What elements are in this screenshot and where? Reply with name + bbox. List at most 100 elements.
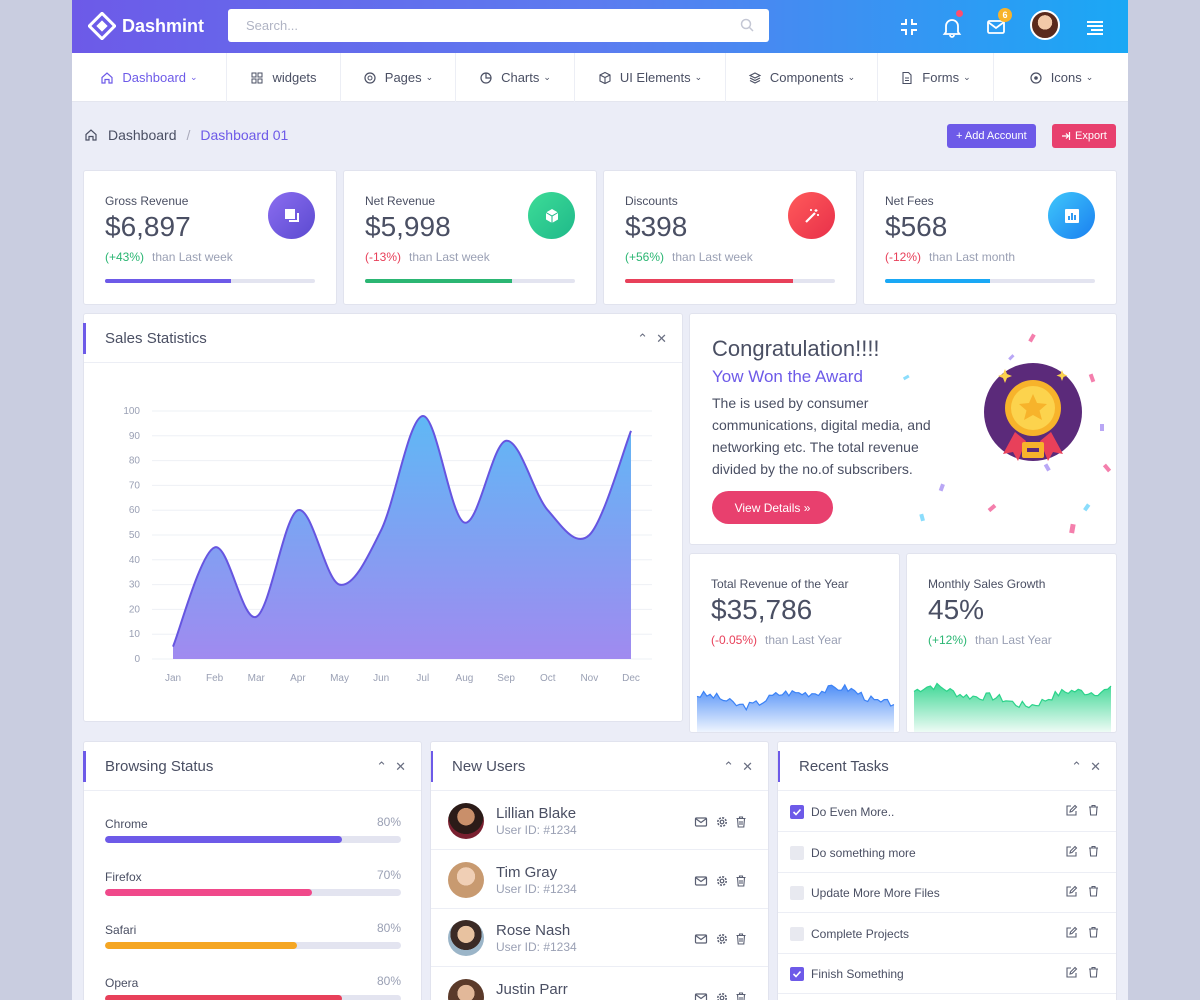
chevron-up-icon[interactable]: ⌃	[1071, 759, 1082, 774]
revenue-label: Total Revenue of the Year	[711, 577, 849, 591]
gear-icon[interactable]	[715, 932, 729, 946]
gear-icon[interactable]	[715, 874, 729, 888]
notification-dot	[956, 10, 963, 17]
user-avatar[interactable]	[448, 920, 484, 956]
edit-icon[interactable]	[1065, 885, 1078, 898]
nav-dashboard[interactable]: Dashboard ⌄	[72, 53, 227, 102]
task-row: Do Even More..	[778, 792, 1116, 832]
trash-icon[interactable]	[734, 874, 748, 888]
trash-icon[interactable]	[1087, 926, 1100, 939]
browser-percent: 80%	[376, 921, 401, 935]
stat-card-discounts: Discounts $398 (+56%) than Last week	[603, 170, 857, 305]
view-details-button[interactable]: View Details »	[712, 491, 833, 524]
task-checkbox[interactable]	[790, 805, 804, 819]
browser-row-safari: Safari 80%	[105, 921, 401, 949]
nav-label: Forms	[922, 70, 960, 85]
close-icon[interactable]: ✕	[395, 759, 406, 774]
mail-icon[interactable]	[694, 932, 708, 946]
close-icon[interactable]: ✕	[1090, 759, 1101, 774]
menu-icon[interactable]	[1084, 16, 1106, 38]
sales-point-feb[interactable]	[209, 541, 221, 553]
search-icon[interactable]	[739, 17, 755, 33]
export-button[interactable]: Export	[1052, 124, 1116, 148]
mail-icon[interactable]	[985, 16, 1007, 38]
sales-point-nov[interactable]	[583, 529, 595, 541]
nav-components[interactable]: Components ⌄	[726, 53, 878, 102]
close-icon[interactable]: ✕	[656, 331, 667, 346]
search-input[interactable]	[228, 9, 769, 42]
panel-title: Sales Statistics	[105, 330, 207, 347]
nav-label: Pages	[384, 70, 422, 85]
add-account-button[interactable]: + Add Account	[947, 124, 1036, 148]
trash-icon[interactable]	[734, 815, 748, 829]
sales-point-dec[interactable]	[625, 425, 637, 437]
sales-point-jun[interactable]	[375, 524, 387, 536]
gear-icon[interactable]	[715, 991, 729, 1000]
sales-point-jul[interactable]	[417, 410, 429, 422]
chevron-up-icon[interactable]: ⌃	[637, 331, 648, 346]
x-tick-label: Mar	[248, 673, 266, 684]
trash-icon[interactable]	[1087, 845, 1100, 858]
trash-icon[interactable]	[734, 932, 748, 946]
logo[interactable]: Dashmint	[88, 12, 204, 40]
nav-widgets[interactable]: widgets	[227, 53, 341, 102]
nav-ui-elements[interactable]: UI Elements ⌄	[575, 53, 726, 102]
browser-progress	[105, 995, 401, 1000]
nav-charts[interactable]: Charts ⌄	[456, 53, 575, 102]
close-icon[interactable]: ✕	[742, 759, 753, 774]
sales-point-apr[interactable]	[292, 504, 304, 516]
task-row: Complete Projects	[778, 914, 1116, 954]
edit-icon[interactable]	[1065, 804, 1078, 817]
mail-icon[interactable]	[694, 874, 708, 888]
stat-change-row: (+43%) than Last week	[105, 250, 233, 264]
fullscreen-exit-icon[interactable]	[898, 16, 920, 38]
trash-icon[interactable]	[1087, 885, 1100, 898]
y-tick-label: 30	[129, 580, 141, 591]
chevron-down-icon: ⌄	[694, 72, 703, 82]
stat-progress	[105, 279, 315, 283]
task-checkbox[interactable]	[790, 845, 804, 860]
nav-icons[interactable]: Icons ⌄	[994, 53, 1128, 102]
edit-icon[interactable]	[1065, 966, 1078, 979]
stat-label: Net Fees	[885, 194, 934, 208]
sales-point-mar[interactable]	[250, 611, 262, 623]
mail-icon[interactable]	[694, 991, 708, 1000]
bell-icon[interactable]	[941, 16, 963, 38]
logo-icon	[88, 12, 116, 40]
chevron-up-icon[interactable]: ⌃	[376, 759, 387, 774]
edit-icon[interactable]	[1065, 845, 1078, 858]
sales-point-aug[interactable]	[458, 517, 470, 529]
task-checkbox[interactable]	[790, 926, 804, 941]
sales-point-jan[interactable]	[167, 641, 179, 653]
edit-icon[interactable]	[1065, 926, 1078, 939]
sales-point-sep[interactable]	[500, 435, 512, 447]
revenue-value: 45%	[928, 594, 985, 625]
confetti-decoration	[902, 333, 1112, 534]
trash-icon[interactable]	[1087, 804, 1100, 817]
user-avatar[interactable]	[448, 978, 484, 1000]
mail-icon[interactable]	[694, 815, 708, 829]
trash-icon[interactable]	[734, 991, 748, 1000]
task-checkbox[interactable]	[790, 967, 804, 981]
nav-forms[interactable]: Forms ⌄	[878, 53, 994, 102]
chevron-down-icon: ⌄	[425, 72, 434, 82]
user-avatar[interactable]	[448, 803, 484, 839]
browser-progress-fill	[105, 889, 313, 896]
sparkline-line	[913, 682, 1112, 709]
nav-pages[interactable]: Pages ⌄	[341, 53, 456, 102]
stat-card-net-revenue: Net Revenue $5,998 (-13%) than Last week	[343, 170, 597, 305]
user-row: Justin Parr	[431, 968, 768, 1000]
gear-icon[interactable]	[715, 815, 729, 829]
trash-icon[interactable]	[1087, 966, 1100, 979]
sales-point-may[interactable]	[334, 579, 346, 591]
breadcrumb-current: Dashboard 01	[200, 127, 289, 143]
copy-icon	[268, 192, 315, 239]
task-checkbox[interactable]	[790, 886, 804, 900]
user-avatar[interactable]	[448, 861, 484, 898]
x-tick-label: Jan	[165, 673, 181, 684]
y-tick-label: 80	[129, 456, 141, 467]
sales-point-oct[interactable]	[542, 504, 554, 516]
user-avatar[interactable]	[1030, 10, 1060, 40]
breadcrumb-root[interactable]: Dashboard	[108, 127, 177, 143]
chevron-up-icon[interactable]: ⌃	[723, 759, 734, 774]
